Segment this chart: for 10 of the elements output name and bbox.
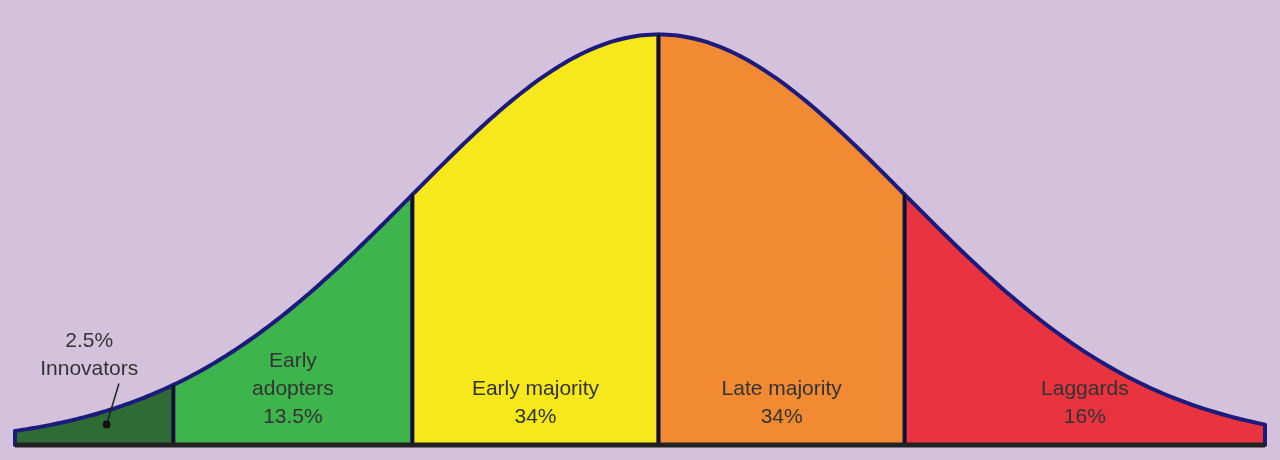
data-label: 34% — [760, 403, 803, 427]
data-label: 34% — [514, 403, 557, 427]
category-label: Early adopters — [252, 347, 334, 399]
data-label: 13.5% — [263, 403, 323, 427]
category-label: Laggards — [1041, 375, 1129, 399]
data-label: 2.5% — [65, 328, 114, 352]
category-label: Innovators — [40, 356, 139, 380]
category-label: Early majority — [471, 375, 600, 399]
category-label: Late majority — [721, 375, 843, 399]
data-label: 16% — [1063, 403, 1106, 427]
